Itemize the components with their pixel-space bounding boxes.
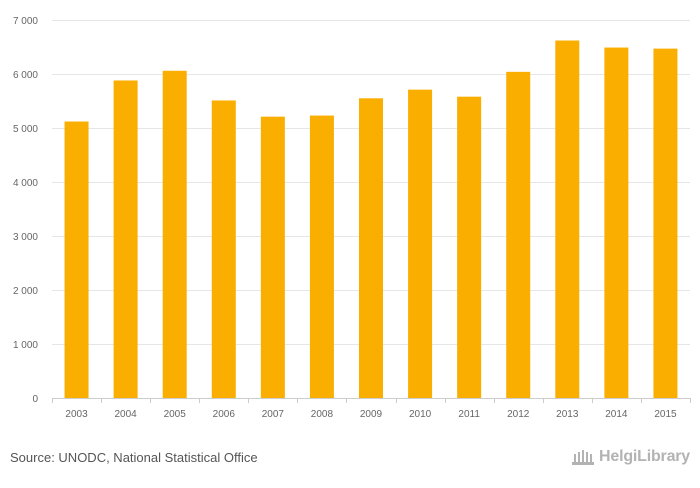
bar-2005 xyxy=(162,70,187,398)
x-axis xyxy=(52,398,691,403)
x-tick-label: 2011 xyxy=(458,409,480,420)
y-tick-label: 1 000 xyxy=(13,340,38,351)
x-tick-label: 2004 xyxy=(114,409,137,420)
x-tick-label: 2008 xyxy=(311,409,334,420)
bar-2013 xyxy=(555,40,580,399)
bar-2015 xyxy=(653,48,678,399)
x-tick-label: 2013 xyxy=(556,409,579,420)
x-tick-label: 2003 xyxy=(65,409,88,420)
y-tick-label: 2 000 xyxy=(13,286,38,297)
y-tick-label: 5 000 xyxy=(13,124,38,135)
brand-name: HelgiLibrary xyxy=(599,448,690,465)
bar-2010 xyxy=(408,89,433,398)
bar-2004 xyxy=(113,80,138,398)
bar-2011 xyxy=(457,96,482,399)
y-tick-label: 3 000 xyxy=(13,232,38,243)
x-axis-ticks: 2003 2004 2005 2006 2007 2008 2009 2010 2011 2012… xyxy=(65,409,677,420)
x-tick-label: 2005 xyxy=(164,409,187,420)
y-tick-label: 4 000 xyxy=(13,178,38,189)
bar-2009 xyxy=(359,98,383,399)
brand-logo: HelgiLibrary xyxy=(571,448,690,466)
bar-2008 xyxy=(309,115,334,398)
library-building-icon xyxy=(571,448,595,466)
x-tick-label: 2014 xyxy=(605,409,628,420)
x-tick-label: 2015 xyxy=(654,409,677,420)
y-axis-ticks: 0 1 000 2 000 3 000 4 000 5 000 6 000 7 000 xyxy=(13,16,38,405)
source-note: Source: UNODC, National Statistical Offi… xyxy=(10,450,258,465)
bar-2012 xyxy=(506,71,531,398)
bar-2014 xyxy=(604,47,629,398)
y-tick-label: 6 000 xyxy=(13,70,38,81)
y-tick-label: 0 xyxy=(32,394,38,405)
bar-2006 xyxy=(211,100,236,399)
bar-2003 xyxy=(64,121,89,399)
x-tick-label: 2012 xyxy=(507,409,530,420)
x-tick-label: 2009 xyxy=(360,409,383,420)
bars xyxy=(64,40,678,399)
x-tick-label: 2006 xyxy=(213,409,236,420)
x-tick-label: 2010 xyxy=(409,409,432,420)
bar-2007 xyxy=(260,116,285,398)
x-tick-label: 2007 xyxy=(262,409,285,420)
y-tick-label: 7 000 xyxy=(13,16,38,27)
